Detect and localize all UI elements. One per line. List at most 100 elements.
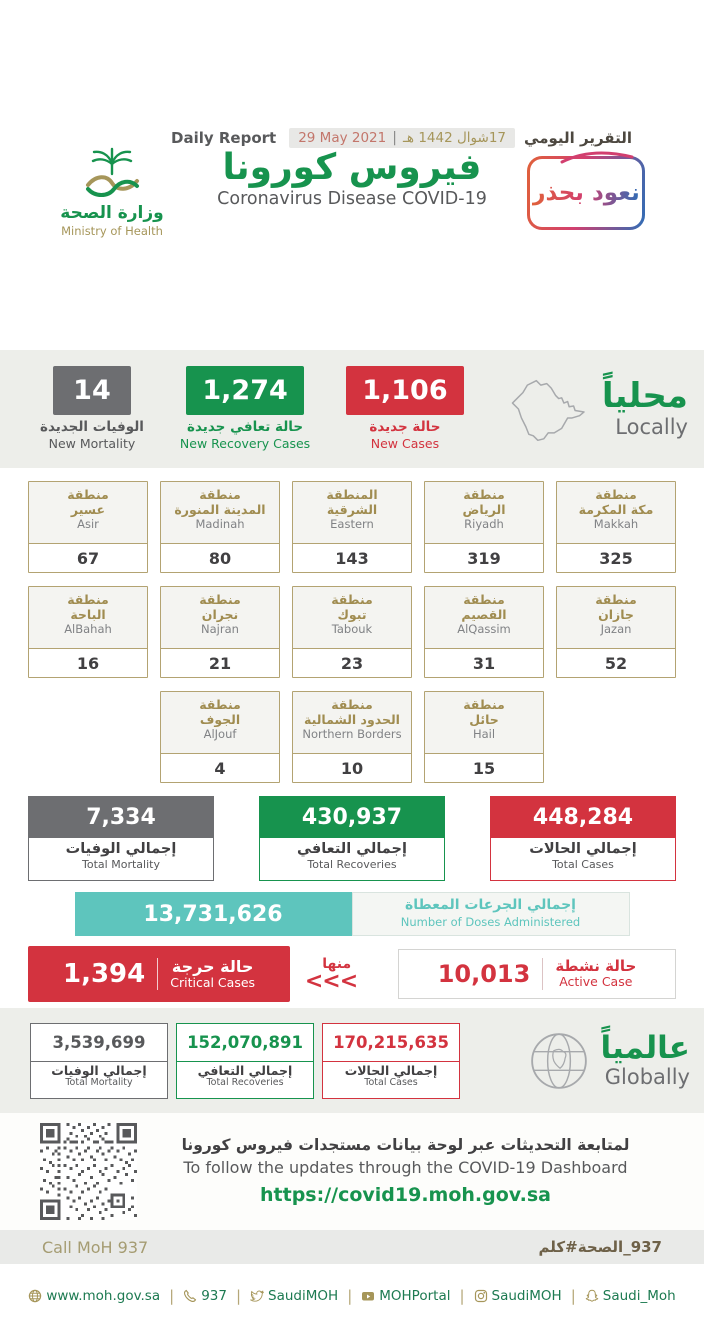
global-cases-card: 170,215,635 إجمالي الحالات Total Cases — [322, 1022, 460, 1099]
chevrons-icon: <<< — [304, 969, 358, 995]
global-recoveries-card: 152,070,891 إجمالي التعافي Total Recover… — [176, 1022, 314, 1099]
youtube-link[interactable]: MOHPortal — [361, 1288, 450, 1304]
report-date-line: التقرير اليومي 17شوال 1442 هـ | 29 May 2… — [0, 128, 704, 148]
instagram-icon — [474, 1289, 487, 1303]
qr-code — [40, 1123, 137, 1220]
locally-section: 14 الوفيات الجديدة New Mortality 1,274 ح… — [0, 350, 704, 468]
report-label-english: Daily Report — [171, 129, 277, 147]
snapchat-link[interactable]: Saudi_Moh — [585, 1288, 676, 1304]
dashboard-line-ar: لمتابعة التحديثات عبر لوحة بيانات مستجدا… — [181, 1135, 630, 1154]
new-cases-label-ar: حالة جديدة — [369, 419, 441, 436]
global-mortality-value: 3,539,699 — [31, 1024, 167, 1062]
badge-text: نعود بحذر — [532, 180, 640, 206]
dashboard-text: لمتابعة التحديثات عبر لوحة بيانات مستجدا… — [137, 1134, 704, 1209]
new-recoveries-stat: 1,274 حالة تعافي جديدة New Recovery Case… — [180, 366, 310, 452]
region-value: 10 — [293, 753, 411, 782]
new-mortality-label-ar: الوفيات الجديدة — [40, 419, 144, 436]
globe-web-icon — [29, 1289, 42, 1303]
call-moh-label: Call MoH 937 — [42, 1237, 149, 1257]
new-recoveries-label-en: New Recovery Cases — [179, 436, 311, 452]
date-pill: 17شوال 1442 هـ | 29 May 2021 — [289, 128, 516, 148]
critical-label-en: Critical Cases — [170, 975, 256, 990]
region-card-najran: منطقة نجران Najran 21 — [160, 586, 280, 678]
logo-english-name: Ministry of Health — [61, 224, 163, 238]
global-mortality-card: 3,539,699 إجمالي الوفيات Total Mortality — [30, 1022, 168, 1099]
region-card-tabouk: منطقة تبوك Tabouk 23 — [292, 586, 412, 678]
dashboard-url-link[interactable]: https://covid19.moh.gov.sa — [260, 1183, 551, 1206]
locally-heading-ar: محلياً — [601, 376, 688, 417]
region-card-makkah: منطقة مكة المكرمة Makkah 325 — [556, 481, 676, 573]
dashboard-section: لمتابعة التحديثات عبر لوحة بيانات مستجدا… — [0, 1113, 704, 1230]
doses-label-ar: إجمالي الجرعات المعطاة — [405, 897, 576, 913]
region-value: 31 — [425, 648, 543, 677]
globally-heading: عالمياً Globally — [600, 1032, 690, 1089]
globally-heading-en: Globally — [604, 1064, 690, 1089]
region-value: 325 — [557, 543, 675, 572]
region-value: 319 — [425, 543, 543, 572]
footer-separator: | — [169, 1287, 175, 1305]
region-card-alqassim: منطقة القصيم AlQassim 31 — [424, 586, 544, 678]
doses-label-en: Number of Doses Administered — [400, 914, 581, 929]
website-link[interactable]: www.moh.gov.sa — [28, 1288, 160, 1304]
region-value: 15 — [425, 753, 543, 782]
region-card-albahah: منطقة الباحة AlBahah 16 — [28, 586, 148, 678]
hashtag-bar: Call MoH 937 كلم#الصحة_937 — [0, 1230, 704, 1264]
new-cases-stat: 1,106 حالة جديدة New Cases — [346, 366, 464, 452]
social-footer: www.moh.gov.sa | 937 | SaudiMOH | MOHPor… — [0, 1264, 704, 1328]
region-value: 143 — [293, 543, 411, 572]
total-recoveries-label-ar: إجمالي التعافي — [297, 841, 407, 857]
moh-logo: وزارة الصحة Ministry of Health — [50, 144, 174, 238]
local-totals-row: 7,334 إجمالي الوفيات Total Mortality 430… — [0, 790, 704, 888]
region-card-northern-borders: منطقة الحدود الشمالية Northern Borders 10 — [292, 691, 412, 783]
total-recoveries-label-en: Total Recoveries — [307, 858, 397, 872]
page-title-arabic: فيروس كورونا — [222, 147, 482, 188]
footer-separator: | — [347, 1287, 353, 1305]
swoosh-icon — [560, 151, 634, 164]
total-cases-card: 448,284 إجمالي الحالات Total Cases — [490, 796, 676, 881]
return-with-caution-badge: نعود بحذر — [527, 151, 645, 230]
total-cases-label-en: Total Cases — [552, 858, 614, 872]
region-card-eastern: المنطقة الشرقية Eastern 143 — [292, 481, 412, 573]
region-card-jazan: منطقة جازان Jazan 52 — [556, 586, 676, 678]
saudi-map-icon — [511, 379, 585, 442]
dashboard-line-en: To follow the updates through the COVID-… — [183, 1158, 628, 1178]
regions-grid: منطقة عسير Asir 67 منطقة المدينة المنورة Mad… — [0, 468, 704, 790]
header: وزارة الصحة Ministry of Health نعود بحذر… — [0, 128, 704, 350]
active-value: 10,013 — [437, 960, 531, 988]
globe-icon — [531, 1032, 588, 1089]
total-cases-value: 448,284 — [490, 796, 676, 838]
region-card-hail: منطقة حائل Hail 15 — [424, 691, 544, 783]
region-value: 4 — [161, 753, 279, 782]
region-value: 67 — [29, 543, 147, 572]
footer-separator: | — [235, 1287, 242, 1305]
region-card-madinah: منطقة المدينة المنورة Madinah 80 — [160, 481, 280, 573]
locally-heading: محلياً Locally — [601, 376, 688, 439]
date-separator: | — [392, 130, 397, 146]
region-card-aljouf: منطقة الجوف AlJouf 4 — [160, 691, 280, 783]
youtube-icon — [362, 1292, 375, 1301]
of-which-label: منها — [322, 956, 352, 973]
twitter-link[interactable]: SaudiMOH — [250, 1288, 338, 1304]
logo-arabic-name: وزارة الصحة — [60, 203, 164, 223]
new-mortality-label-en: New Mortality — [48, 436, 136, 452]
new-mortality-stat: 14 الوفيات الجديدة New Mortality — [40, 366, 144, 452]
total-recoveries-value: 430,937 — [259, 796, 445, 838]
critical-label-ar: حالة حرجة — [171, 956, 254, 976]
region-value: 21 — [161, 648, 279, 677]
phone-link[interactable]: 937 — [183, 1288, 227, 1304]
regions-row-1: منطقة عسير Asir 67 منطقة المدينة المنورة Mad… — [0, 481, 704, 573]
region-value: 16 — [29, 648, 147, 677]
phone-icon — [184, 1289, 197, 1302]
region-value: 23 — [293, 648, 411, 677]
instagram-link[interactable]: SaudiMOH — [474, 1288, 562, 1304]
new-cases-value: 1,106 — [346, 366, 464, 416]
total-mortality-value: 7,334 — [28, 796, 214, 838]
active-label-ar: حالة نشطة — [555, 957, 637, 976]
infographic-root: وزارة الصحة Ministry of Health نعود بحذر… — [0, 128, 704, 1328]
doses-label: إجمالي الجرعات المعطاة Number of Doses A… — [351, 892, 630, 936]
moh-emblem-icon — [86, 147, 139, 197]
page-title-english: Coronavirus Disease COVID-19 — [217, 188, 487, 209]
total-recoveries-card: 430,937 إجمالي التعافي Total Recoveries — [259, 796, 445, 881]
locally-heading-en: Locally — [615, 414, 688, 439]
new-recoveries-value: 1,274 — [186, 366, 304, 416]
